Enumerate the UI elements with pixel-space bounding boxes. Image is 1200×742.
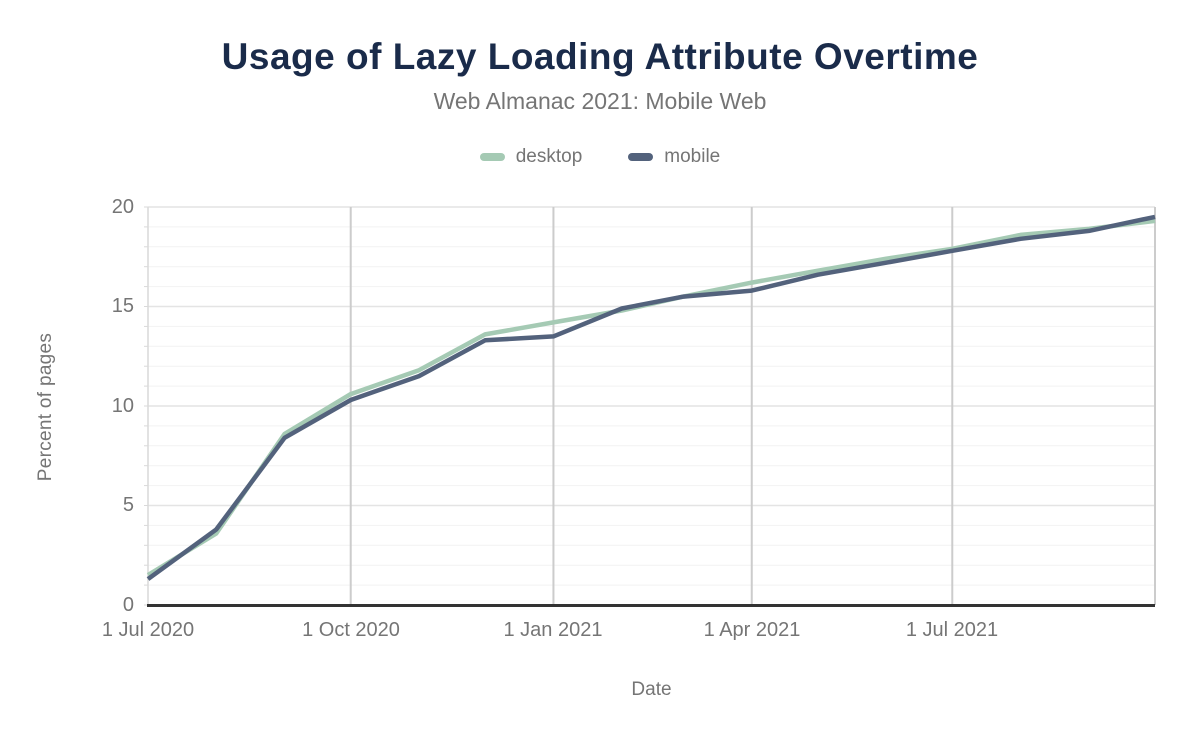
- desktop-legend-swatch: [479, 153, 505, 161]
- mobile-legend-swatch: [628, 153, 654, 161]
- x-tick-label-oct-2020: 1 Oct 2020: [302, 619, 400, 641]
- x-tick-label-jul-2021: 1 Jul 2021: [905, 619, 999, 641]
- legend-item-desktop: desktop: [479, 146, 583, 168]
- y-tick-label-0: 0: [122, 594, 134, 616]
- y-tick-label-10: 10: [111, 395, 134, 417]
- chart-title: Usage of Lazy Loading Attribute Overtime: [221, 36, 979, 77]
- legend: desktop mobile: [0, 146, 1200, 168]
- y-tick-label-20: 20: [111, 196, 134, 218]
- y-axis-title: Percent of pages: [35, 332, 56, 482]
- legend-item-mobile: mobile: [628, 146, 720, 168]
- mobile-legend-label: mobile: [664, 146, 721, 167]
- chart-subtitle: Web Almanac 2021: Mobile Web: [433, 88, 767, 114]
- x-tick-label-apr-2021: 1 Apr 2021: [703, 619, 801, 641]
- desktop-legend-label: desktop: [515, 146, 583, 167]
- y-tick-label-15: 15: [111, 295, 134, 317]
- x-axis-title: Date: [631, 679, 672, 700]
- x-tick-label-jan-2021: 1 Jan 2021: [503, 619, 603, 641]
- y-tick-label-5: 5: [122, 494, 134, 516]
- x-tick-label-jul-2020: 1 Jul 2020: [101, 619, 195, 641]
